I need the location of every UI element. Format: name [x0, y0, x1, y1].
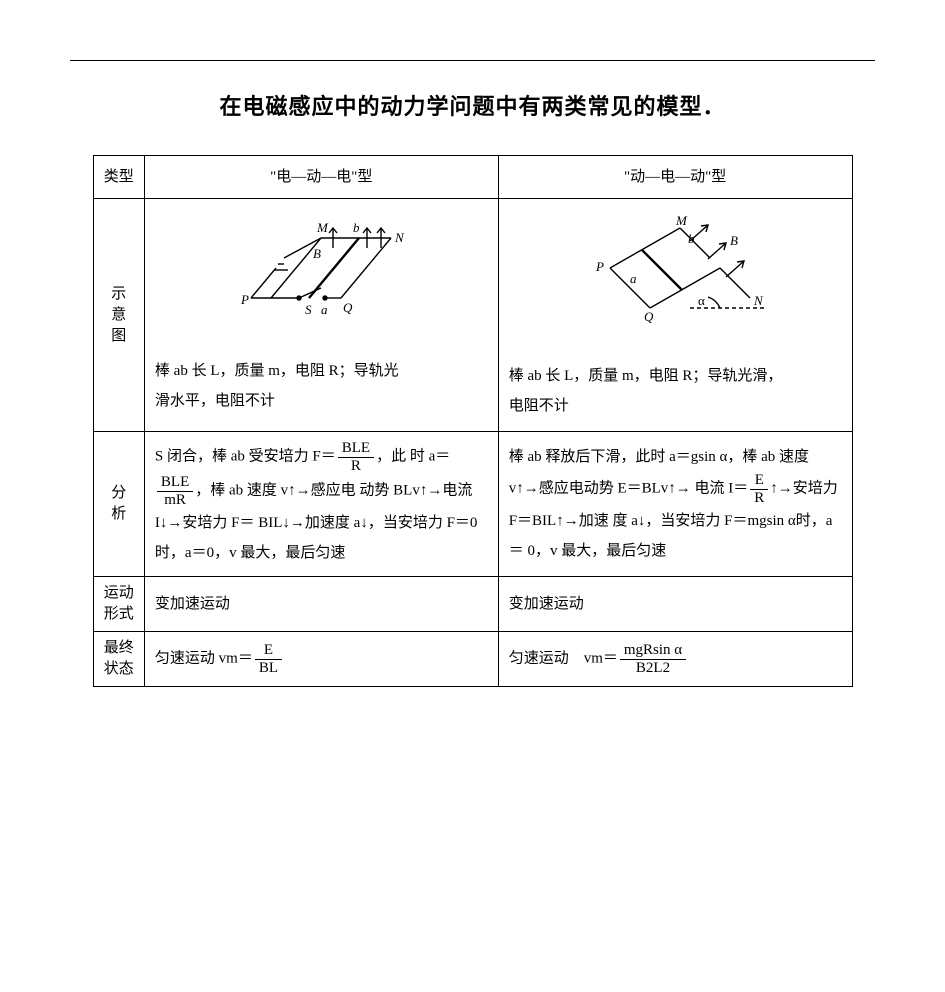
analysis-right: 棒 ab 释放后下滑，此时 a＝gsin α，棒 ab 速度 v↑→感应电动势 … [498, 432, 852, 577]
final-right: 匀速运动 vm＝mgRsin αB2L2 [498, 632, 852, 687]
lbl-M: M [316, 220, 329, 235]
ar-f1: ER [750, 472, 768, 506]
al-f2n: BLE [157, 474, 193, 491]
ar-t3: 电流 I＝ [695, 480, 749, 496]
al-t4: ，棒 ab 速度 v↑→感应电 [195, 482, 355, 498]
lbl2-Q: Q [644, 309, 654, 324]
motion-right: 变加速运动 [498, 577, 852, 632]
rowhdr-motion: 运动 形式 [93, 577, 144, 632]
top-rule [70, 60, 875, 61]
fr-n: mgRsin α [620, 642, 686, 659]
rowhdr-diagram-1: 示 [96, 284, 142, 305]
lbl2-b: b [688, 231, 695, 246]
rowhdr-final-2: 状态 [96, 659, 142, 680]
fl-frac: EBL [255, 642, 282, 676]
rowhdr-final-1: 最终 [96, 638, 142, 659]
al-f2: BLEmR [157, 474, 193, 508]
al-t6: BIL↓→加速度 a↓，当安培力 F＝0 [258, 515, 477, 531]
rowhdr-motion-2: 形式 [96, 604, 142, 625]
lbl2-a: a [630, 271, 637, 286]
fr-t: 匀速运动 vm＝ [509, 650, 618, 666]
diagram-left-caption: 棒 ab 长 L，质量 m，电阻 R；导轨光 滑水平，电阻不计 [155, 356, 488, 416]
al-f2d: mR [157, 491, 193, 509]
rowhdr-final: 最终 状态 [93, 632, 144, 687]
lbl-B: B [313, 246, 321, 261]
ar-f1d: R [750, 489, 768, 507]
diagram-right-cell: M N P Q a b B α 棒 ab 长 L，质量 m，电阻 R；导轨光滑，… [498, 199, 852, 432]
lbl-P: P [240, 292, 249, 307]
rowhdr-analysis-2: 析 [96, 504, 142, 525]
al-t3: 时 a＝ [410, 448, 450, 464]
al-f1d: R [338, 457, 374, 475]
diag-right-cap-b: 电阻不计 [509, 398, 569, 414]
diagram-right-svg: M N P Q a b B α [570, 213, 780, 333]
page-title: 在电磁感应中的动力学问题中有两类常见的模型． [70, 89, 875, 121]
ar-f1n: E [750, 472, 768, 489]
diagram-right-caption: 棒 ab 长 L，质量 m，电阻 R；导轨光滑， 电阻不计 [509, 361, 842, 421]
final-left: 匀速运动 vm＝EBL [144, 632, 498, 687]
lbl-N: N [394, 230, 405, 245]
lbl2-P: P [595, 259, 604, 274]
lbl-S: S [305, 302, 312, 317]
hdr-type: 类型 [93, 156, 144, 199]
lbl-a: a [321, 302, 328, 317]
al-t2: ，此 [376, 448, 406, 464]
lbl2-B: B [730, 233, 738, 248]
motion-left: 变加速运动 [144, 577, 498, 632]
diag-right-cap-a: 棒 ab 长 L，质量 m，电阻 R；导轨光滑， [509, 368, 783, 384]
diag-left-cap-a: 棒 ab 长 L，质量 m，电阻 R；导轨光 [155, 363, 399, 379]
lbl2-alpha: α [698, 293, 705, 308]
fr-d: B2L2 [620, 659, 686, 677]
fl-d: BL [255, 659, 282, 677]
al-t7: 时，a＝0，v 最大，最后匀速 [155, 545, 345, 561]
al-f1: BLER [338, 440, 374, 474]
al-f1n: BLE [338, 440, 374, 457]
lbl-b: b [353, 220, 360, 235]
rowhdr-diagram-3: 图 [96, 326, 142, 347]
lbl-Q: Q [343, 300, 353, 315]
rowhdr-analysis: 分 析 [93, 432, 144, 577]
diag-left-cap-b: 滑水平，电阻不计 [155, 393, 275, 409]
hdr-col1: "电—动—电"型 [144, 156, 498, 199]
diagram-left-svg: M N P Q S a b B [221, 218, 421, 328]
analysis-left: S 闭合，棒 ab 受安培力 F＝BLER，此 时 a＝BLEmR，棒 ab 速… [144, 432, 498, 577]
lbl2-N: N [753, 293, 764, 308]
diagram-left-cell: M N P Q S a b B 棒 ab 长 L，质量 m，电阻 R；导轨光 滑… [144, 199, 498, 432]
al-t1: S 闭合，棒 ab 受安培力 F＝ [155, 448, 336, 464]
ar-t6: 0，v 最大，最后匀速 [527, 543, 666, 559]
rowhdr-diagram-2: 意 [96, 305, 142, 326]
rowhdr-diagram: 示 意 图 [93, 199, 144, 432]
fl-t: 匀速运动 vm＝ [155, 650, 253, 666]
hdr-col2: "动—电—动"型 [498, 156, 852, 199]
ar-t1: 棒 ab 释放后下滑，此时 a＝gsin α，棒 [509, 449, 758, 465]
rowhdr-motion-1: 运动 [96, 583, 142, 604]
lbl2-M: M [675, 213, 688, 228]
fl-n: E [255, 642, 282, 659]
fr-frac: mgRsin αB2L2 [620, 642, 686, 676]
rowhdr-analysis-1: 分 [96, 483, 142, 504]
models-table: 类型 "电—动—电"型 "动—电—动"型 示 意 图 [93, 155, 853, 687]
